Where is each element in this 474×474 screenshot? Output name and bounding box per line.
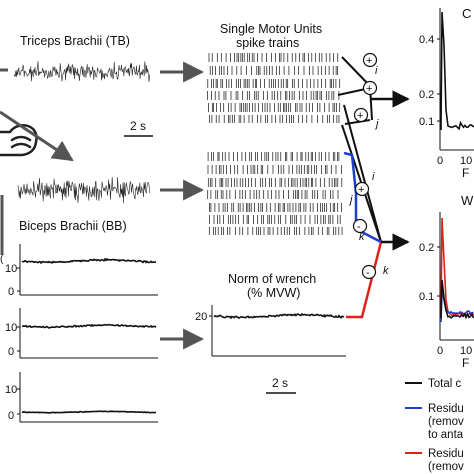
- bottom-x-10: 10: [460, 345, 472, 357]
- bb-spike-row-7: [208, 227, 343, 235]
- svg-text:+: +: [366, 55, 372, 67]
- index-k-mid: k: [359, 231, 365, 243]
- tb-spike-row-4: [207, 91, 340, 100]
- bb-emg-signal: [17, 176, 151, 204]
- force-panel-2: 10 0: [5, 308, 158, 359]
- top-x-0: 0: [437, 155, 443, 167]
- emg-scale-label: 2 s: [130, 119, 146, 133]
- legend-residual-1-l3: to anta: [428, 429, 464, 441]
- combination-network: + + + + - - i j i j k k: [337, 52, 410, 319]
- index-k-bottom: k: [383, 265, 389, 277]
- tick-left-1a: 10: [5, 263, 17, 275]
- legend-residual-1-l2: (remov: [428, 416, 464, 428]
- tick-left-2b: 0: [8, 346, 14, 358]
- norm-path: [213, 312, 345, 320]
- force-trace-3: [21, 410, 156, 414]
- legend: Total c Residu (remov to anta Residu (re…: [405, 378, 464, 473]
- force-path-1: [21, 257, 157, 265]
- tb-spike-row-5: [208, 103, 341, 112]
- tb-spike-row-3: [207, 79, 341, 88]
- bb-emg-path: [17, 176, 151, 204]
- tick-left-2a: 10: [5, 322, 17, 334]
- force-trace-2: [21, 323, 157, 329]
- top-plot-title: C: [462, 6, 471, 21]
- residual-red-line: [440, 217, 474, 321]
- svg-text:-: -: [366, 267, 370, 279]
- coherence-bottom-traces: [440, 217, 474, 323]
- bb-spike-row-2: [207, 165, 342, 174]
- top-y-01: 0.1: [419, 116, 434, 128]
- smu-title-1: Single Motor Units: [220, 22, 322, 36]
- bottom-y-02: 0.2: [419, 242, 434, 254]
- tb-spike-row-2: [209, 66, 338, 75]
- norm-tick-20: 20: [195, 311, 207, 323]
- bb-spike-trains: [207, 152, 343, 235]
- left-edge-paren: (: [0, 254, 4, 265]
- plus-operator-2: +: [362, 80, 378, 96]
- plus-operator-4: +: [354, 181, 370, 197]
- arrow-arm-to-bb: [0, 110, 74, 162]
- tick-left-3a: 10: [5, 384, 17, 396]
- tb-spike-row-1: [208, 53, 339, 62]
- force-path-3: [21, 410, 156, 414]
- index-j-top: j: [374, 118, 379, 130]
- bb-spike-row-6: [209, 215, 341, 224]
- tb-spike-trains: [207, 53, 341, 123]
- total-coherence-line-bottom: [440, 279, 474, 320]
- index-i-mid: i: [372, 171, 375, 183]
- index-j-mid: j: [348, 194, 353, 206]
- force-trace-1: [21, 257, 157, 265]
- coherence-top-trace: [440, 11, 474, 131]
- legend-residual-2-l2: (remov: [428, 461, 464, 473]
- tb-spike-row-6: [209, 115, 340, 123]
- legend-residual-2-l1: Residu: [428, 448, 464, 460]
- bottom-x-0: 0: [437, 345, 443, 357]
- bb-label: Biceps Brachii (BB): [19, 219, 127, 233]
- svg-text:+: +: [366, 83, 372, 95]
- bb-spike-row-3: [207, 178, 343, 187]
- bb-spike-row-5: [209, 203, 342, 212]
- tick-left-1b: 0: [8, 286, 14, 298]
- index-i-top: i: [375, 65, 378, 77]
- top-y-04: 0.4: [419, 34, 434, 46]
- force-panel-3: 10 0: [5, 372, 158, 423]
- norm-title-1: Norm of wrench: [228, 272, 316, 286]
- arm-icon: [0, 124, 38, 157]
- coherence-plot-top: C 0.4 0.2 0.1 0 10: [419, 6, 474, 167]
- svg-text:+: +: [358, 184, 364, 196]
- norm-title-2: (% MVW): [247, 286, 300, 300]
- legend-residual-1-l1: Residu: [428, 403, 464, 415]
- bb-spike-row-1: [207, 152, 340, 161]
- norm-panel: 20: [195, 305, 346, 357]
- total-coherence-line-top: [440, 11, 474, 131]
- bottom-x-label: F: [462, 356, 469, 370]
- force-path-2: [21, 323, 157, 329]
- minus-operator-2: -: [361, 264, 377, 280]
- tb-emg-signal: [13, 61, 150, 83]
- tick-left-3b: 0: [8, 410, 14, 422]
- legend-total-label: Total c: [428, 378, 461, 390]
- norm-scale-label: 2 s: [272, 376, 288, 390]
- bottom-y-01: 0.1: [419, 291, 434, 303]
- tb-emg-path: [13, 61, 150, 83]
- bottom-plot-title: W: [461, 193, 474, 208]
- plus-operator-3: +: [353, 107, 369, 123]
- top-y-02: 0.2: [419, 89, 434, 101]
- top-x-10: 10: [460, 155, 472, 167]
- bb-spike-row-4: [207, 190, 339, 199]
- force-panel-1: 10 0: [5, 244, 158, 298]
- coherence-plot-bottom: W 0.2 0.1 0 10 F F: [419, 166, 474, 370]
- smu-title-2: spike trains: [236, 36, 299, 50]
- plus-operator-1: +: [362, 52, 378, 68]
- minus-operator-1: -: [352, 218, 368, 234]
- norm-trace: [213, 312, 345, 320]
- top-x-label: F: [462, 166, 469, 180]
- tb-label: Triceps Brachii (TB): [20, 34, 130, 48]
- svg-text:+: +: [357, 110, 363, 122]
- svg-text:-: -: [357, 221, 361, 233]
